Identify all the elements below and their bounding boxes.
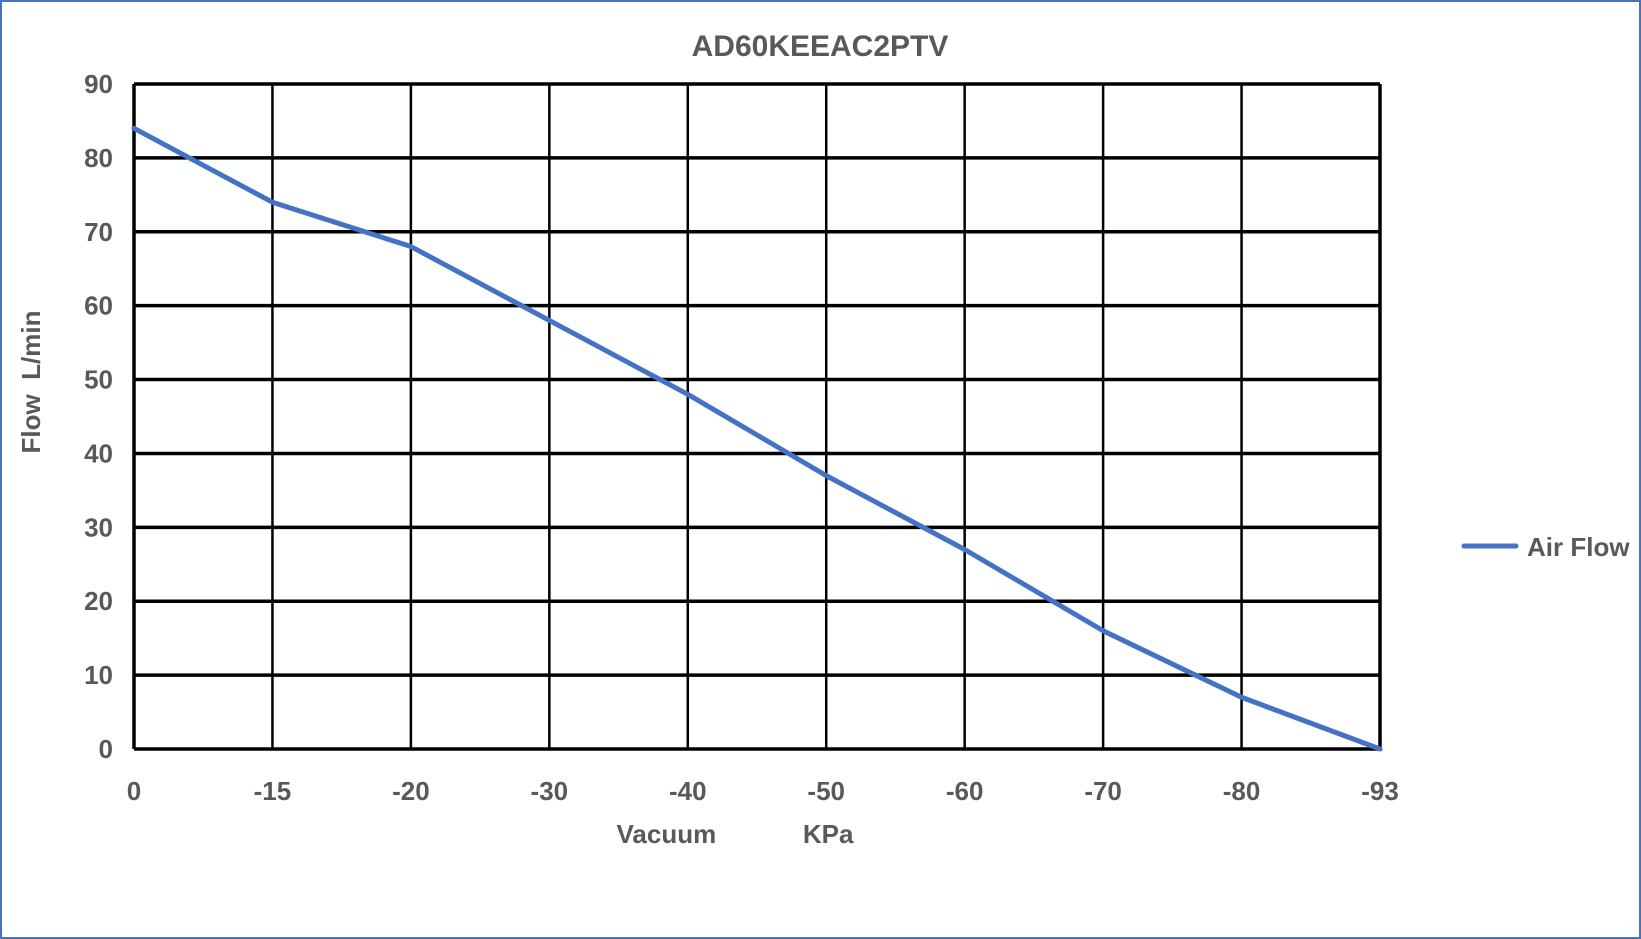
x-tick-label: -60 [946,776,984,806]
y-tick-label: 80 [84,143,113,173]
data-point[interactable] [823,473,829,479]
data-point[interactable] [269,199,275,205]
y-tick-label: 50 [84,365,113,395]
x-tick-label: 0 [127,776,141,806]
x-tick-label: -93 [1361,776,1399,806]
y-tick-label: 60 [84,291,113,321]
data-point[interactable] [685,391,691,397]
y-tick-label: 10 [84,660,113,690]
data-point[interactable] [1377,746,1383,752]
data-point[interactable] [408,244,414,250]
x-tick-label: -15 [254,776,292,806]
series-line-air-flow[interactable] [131,125,1383,752]
data-point[interactable] [546,317,552,323]
data-point[interactable] [131,125,137,131]
legend-label-air-flow: Air Flow [1527,532,1630,562]
x-tick-labels: 0 -15 -20 -30 -40 -50 -60 -70 -80 -93 [127,776,1399,806]
series-layer [131,125,1383,752]
y-tick-labels: 0 10 20 30 40 50 60 70 80 90 [84,69,113,764]
data-point[interactable] [1100,628,1106,634]
x-axis-label: Vacuum KPa [617,819,855,849]
x-tick-label: -20 [392,776,430,806]
y-tick-label: 70 [84,217,113,247]
y-tick-label: 20 [84,586,113,616]
data-point[interactable] [1239,694,1245,700]
y-axis-label: Flow L/min [16,311,46,454]
x-tick-label: -70 [1084,776,1122,806]
x-tick-label: -40 [669,776,707,806]
y-tick-label: 30 [84,512,113,542]
grid-layer [132,82,1382,751]
y-tick-label: 90 [84,69,113,99]
x-tick-label: -30 [531,776,569,806]
legend[interactable]: Air Flow [1461,532,1630,562]
y-tick-label: 40 [84,438,113,468]
y-tick-label: 0 [99,734,113,764]
chart-title: AD60KEEAC2PTV [692,30,949,63]
data-point[interactable] [962,547,968,552]
x-tick-label: -80 [1223,776,1261,806]
x-tick-label: -50 [807,776,845,806]
